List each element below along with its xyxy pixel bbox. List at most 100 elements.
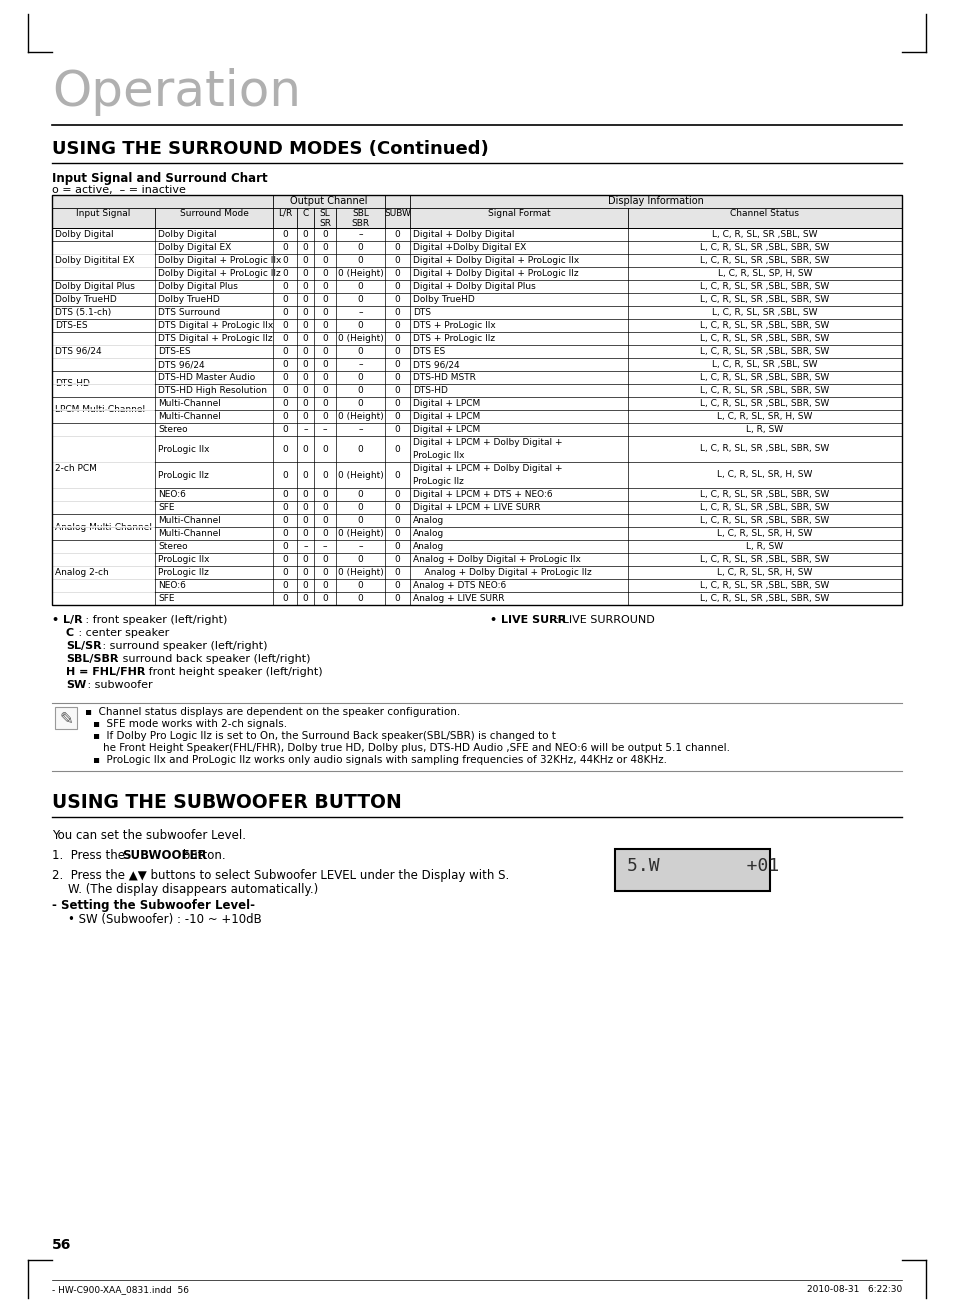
Text: 0: 0	[282, 529, 288, 538]
Text: 0: 0	[395, 445, 400, 454]
Text: SL/SR: SL/SR	[66, 642, 102, 651]
Text: L, C, R, SL, SR ,SBL, SBR, SW: L, C, R, SL, SR ,SBL, SBR, SW	[700, 256, 829, 265]
Text: 0: 0	[357, 295, 363, 304]
Text: 0: 0	[395, 373, 400, 382]
Text: ProLogic IIz: ProLogic IIz	[158, 471, 209, 479]
Text: 0: 0	[322, 269, 328, 278]
Text: 0: 0	[322, 489, 328, 499]
Text: L, C, R, SL, SR ,SBL, SBR, SW: L, C, R, SL, SR ,SBL, SBR, SW	[700, 502, 829, 512]
Text: 0: 0	[322, 346, 328, 356]
Text: 0: 0	[302, 471, 308, 479]
Text: DTS-ES: DTS-ES	[158, 346, 191, 356]
Text: ▪  SFE mode works with 2-ch signals.: ▪ SFE mode works with 2-ch signals.	[92, 719, 287, 729]
Text: SFE: SFE	[158, 594, 174, 604]
Text: Analog: Analog	[413, 516, 444, 525]
Text: DTS-HD: DTS-HD	[55, 379, 90, 388]
Text: 0: 0	[357, 594, 363, 604]
Text: 0: 0	[282, 445, 288, 454]
Text: Analog Multi-Channel: Analog Multi-Channel	[55, 522, 152, 531]
Text: 0: 0	[282, 542, 288, 551]
Text: L, C, R, SL, SR ,SBL, SW: L, C, R, SL, SR ,SBL, SW	[712, 230, 817, 239]
Text: L, C, R, SL, SR ,SBL, SW: L, C, R, SL, SR ,SBL, SW	[712, 359, 817, 369]
Text: 0: 0	[302, 359, 308, 369]
Text: DTS-HD Master Audio: DTS-HD Master Audio	[158, 373, 255, 382]
Text: Dolby TrueHD: Dolby TrueHD	[158, 295, 219, 304]
Text: 0: 0	[282, 373, 288, 382]
Text: DTS: DTS	[413, 308, 431, 318]
Text: 0: 0	[322, 386, 328, 395]
Text: –: –	[303, 425, 308, 434]
Text: DTS (5.1-ch): DTS (5.1-ch)	[55, 308, 112, 318]
Text: 0: 0	[282, 346, 288, 356]
Text: 0: 0	[282, 282, 288, 291]
Text: 0: 0	[282, 359, 288, 369]
Text: ProLogic IIz: ProLogic IIz	[158, 568, 209, 577]
Text: W. (The display disappears automatically.): W. (The display disappears automatically…	[68, 883, 318, 896]
Text: Multi-Channel: Multi-Channel	[158, 516, 221, 525]
Text: 0: 0	[302, 445, 308, 454]
Text: 0: 0	[395, 386, 400, 395]
Text: 0: 0	[395, 516, 400, 525]
Text: 0: 0	[282, 425, 288, 434]
Text: 0: 0	[395, 581, 400, 590]
Text: L, C, R, SL, SR, H, SW: L, C, R, SL, SR, H, SW	[717, 412, 812, 421]
Text: Digital + LPCM: Digital + LPCM	[413, 425, 479, 434]
Text: 0: 0	[395, 399, 400, 408]
Text: o = active,  – = inactive: o = active, – = inactive	[52, 185, 186, 195]
Text: Dolby Digital Plus: Dolby Digital Plus	[55, 282, 134, 291]
Text: 0: 0	[322, 555, 328, 564]
Text: USING THE SURROUND MODES (Continued): USING THE SURROUND MODES (Continued)	[52, 140, 488, 157]
Text: L, C, R, SL, SR ,SBL, SBR, SW: L, C, R, SL, SR ,SBL, SBR, SW	[700, 581, 829, 590]
Text: SBL
SBR: SBL SBR	[351, 209, 369, 228]
Text: 0: 0	[282, 308, 288, 318]
Text: 0: 0	[322, 373, 328, 382]
Text: 0: 0	[395, 359, 400, 369]
Text: DTS Surround: DTS Surround	[158, 308, 220, 318]
Text: Analog: Analog	[413, 529, 444, 538]
Text: : subwoofer: : subwoofer	[84, 680, 152, 690]
Text: : surround speaker (left/right): : surround speaker (left/right)	[99, 642, 267, 651]
Text: –: –	[322, 542, 327, 551]
Text: 0: 0	[302, 373, 308, 382]
Text: • SW (Subwoofer) : -10 ~ +10dB: • SW (Subwoofer) : -10 ~ +10dB	[68, 913, 261, 926]
Text: USING THE SUBWOOFER BUTTON: USING THE SUBWOOFER BUTTON	[52, 792, 401, 812]
Text: : front speaker (left/right): : front speaker (left/right)	[82, 615, 227, 625]
Text: 0: 0	[282, 489, 288, 499]
Text: 0 (Height): 0 (Height)	[337, 412, 383, 421]
Text: 0: 0	[322, 412, 328, 421]
Text: 5.W        +01: 5.W +01	[626, 857, 779, 875]
Text: Input Signal: Input Signal	[76, 209, 131, 218]
Text: L, C, R, SL, SR, H, SW: L, C, R, SL, SR, H, SW	[717, 471, 812, 479]
Text: Digital + Dolby Digital + ProLogic IIz: Digital + Dolby Digital + ProLogic IIz	[413, 269, 578, 278]
Text: Analog + Dolby Digital + ProLogic IIx: Analog + Dolby Digital + ProLogic IIx	[413, 555, 580, 564]
Text: 0: 0	[322, 516, 328, 525]
Text: 0: 0	[395, 335, 400, 342]
Text: 0: 0	[395, 502, 400, 512]
Text: Stereo: Stereo	[158, 425, 188, 434]
Text: 0: 0	[322, 581, 328, 590]
Text: 0: 0	[282, 243, 288, 252]
Text: 2.  Press the ▲▼ buttons to select Subwoofer LEVEL under the Display with S.: 2. Press the ▲▼ buttons to select Subwoo…	[52, 869, 509, 882]
Text: 0: 0	[322, 230, 328, 239]
Text: Digital + Dolby Digital + ProLogic IIx: Digital + Dolby Digital + ProLogic IIx	[413, 256, 578, 265]
Text: –: –	[322, 425, 327, 434]
Text: L, C, R, SL, SR ,SBL, SBR, SW: L, C, R, SL, SR ,SBL, SBR, SW	[700, 386, 829, 395]
Text: L, C, R, SL, SP, H, SW: L, C, R, SL, SP, H, SW	[717, 269, 811, 278]
Text: 0: 0	[322, 399, 328, 408]
Text: L, C, R, SL, SR ,SBL, SBR, SW: L, C, R, SL, SR ,SBL, SBR, SW	[700, 516, 829, 525]
Text: 0: 0	[395, 243, 400, 252]
Text: 0: 0	[282, 335, 288, 342]
Text: ▪  ProLogic IIx and ProLogic IIz works only audio signals with sampling frequenc: ▪ ProLogic IIx and ProLogic IIz works on…	[92, 754, 666, 765]
Text: Digital + LPCM + LIVE SURR: Digital + LPCM + LIVE SURR	[413, 502, 540, 512]
Text: 0: 0	[282, 581, 288, 590]
Text: 0: 0	[395, 308, 400, 318]
Text: Dolby Digital EX: Dolby Digital EX	[158, 243, 231, 252]
Text: DTS Digital + ProLogic IIx: DTS Digital + ProLogic IIx	[158, 321, 273, 331]
Text: 0: 0	[302, 308, 308, 318]
Text: Multi-Channel: Multi-Channel	[158, 529, 221, 538]
Text: Output Channel: Output Channel	[290, 195, 367, 206]
Text: • L/R: • L/R	[52, 615, 83, 625]
Text: –: –	[358, 308, 362, 318]
Text: 0: 0	[302, 295, 308, 304]
Text: 0: 0	[302, 594, 308, 604]
